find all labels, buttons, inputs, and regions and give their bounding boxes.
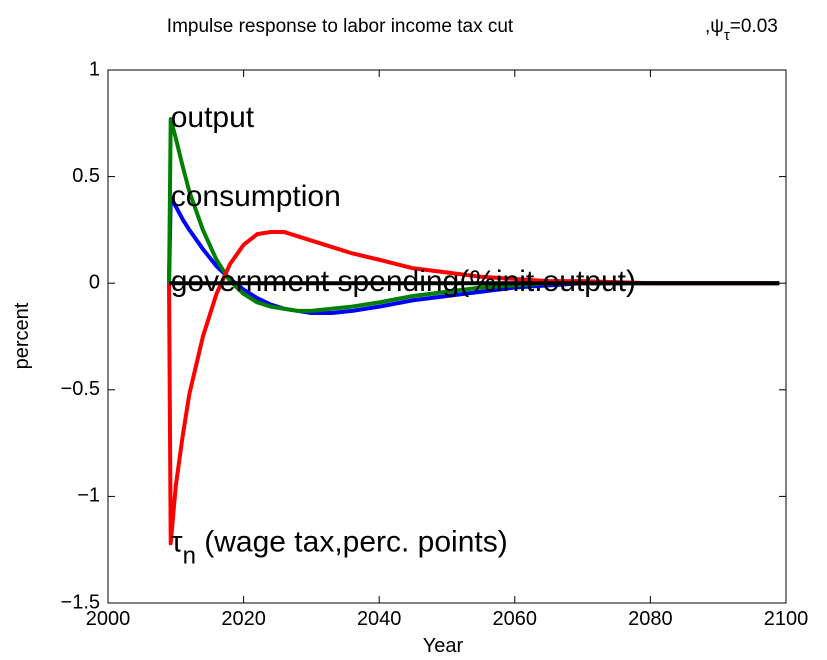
series-name: output — [171, 101, 255, 134]
series-label: government spending(%init.output) — [171, 265, 636, 298]
data-line — [167, 230, 780, 546]
y-tick-label: 1 — [89, 58, 100, 80]
x-tick-label: 2060 — [493, 608, 538, 630]
series-label: output — [171, 101, 255, 134]
title-part: ,ψ — [705, 16, 724, 37]
series-name: consumption — [171, 180, 341, 213]
x-tick-label: 2020 — [221, 608, 266, 630]
y-tick-label: −0.5 — [61, 378, 100, 400]
y-axis-label: percent — [11, 302, 33, 369]
series-label: consumption — [171, 180, 341, 213]
series-name: τ — [171, 525, 183, 558]
x-tick-label: 2100 — [764, 608, 809, 630]
series-label: τn (wage tax,perc. points) — [171, 525, 508, 569]
title-sub: τ — [724, 27, 730, 44]
title-part: =0.03 — [730, 16, 778, 37]
x-tick-label: 2080 — [628, 608, 673, 630]
x-tick-label: 2000 — [86, 608, 131, 630]
title-suffix: ,ψτ=0.03 — [705, 16, 778, 44]
plot-frame — [107, 69, 787, 604]
y-tick-label: 0 — [89, 271, 100, 293]
series-name: government spending(%init.output) — [171, 265, 636, 298]
y-tick-label: −1 — [77, 485, 100, 507]
chart-title: Impulse response to labor income tax cut — [167, 16, 514, 37]
series-name-sub: n — [183, 543, 196, 570]
x-tick-label: 2040 — [357, 608, 402, 630]
y-tick-label: 0.5 — [72, 165, 100, 187]
y-tick-label: −1.5 — [61, 591, 100, 613]
series-name-suffix: (wage tax,perc. points) — [196, 525, 508, 558]
x-axis-label: Year — [423, 635, 464, 657]
